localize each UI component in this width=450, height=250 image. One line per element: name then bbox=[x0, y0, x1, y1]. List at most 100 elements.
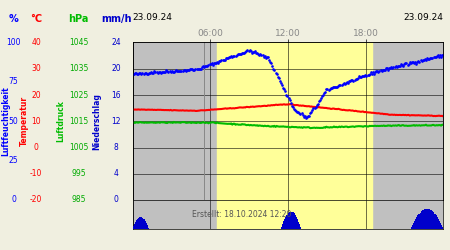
Bar bbox=[437, 219, 439, 229]
Text: 12: 12 bbox=[111, 117, 121, 126]
Bar bbox=[293, 213, 295, 229]
Text: 100: 100 bbox=[6, 38, 21, 47]
Bar bbox=[141, 218, 144, 229]
Bar bbox=[418, 216, 419, 229]
Text: 1025: 1025 bbox=[69, 90, 88, 100]
Text: 20: 20 bbox=[31, 90, 41, 100]
Bar bbox=[418, 214, 420, 229]
Bar bbox=[419, 212, 422, 229]
Text: 50: 50 bbox=[9, 117, 18, 126]
Text: 25: 25 bbox=[9, 156, 18, 165]
Text: Niederschlag: Niederschlag bbox=[92, 93, 101, 150]
Text: 40: 40 bbox=[31, 38, 41, 47]
Bar bbox=[439, 222, 441, 229]
Bar bbox=[422, 210, 423, 229]
Bar bbox=[427, 209, 429, 229]
Bar bbox=[281, 227, 283, 229]
Bar bbox=[140, 217, 141, 229]
Text: 24: 24 bbox=[111, 38, 121, 47]
Bar bbox=[429, 210, 431, 229]
Bar bbox=[425, 209, 427, 229]
Bar bbox=[135, 222, 137, 229]
Bar bbox=[136, 220, 138, 229]
Bar bbox=[147, 228, 149, 229]
Bar bbox=[440, 224, 442, 229]
Bar bbox=[133, 226, 135, 229]
Bar bbox=[415, 219, 417, 229]
Bar bbox=[282, 224, 284, 229]
Text: 995: 995 bbox=[72, 169, 86, 178]
Text: °C: °C bbox=[30, 14, 42, 24]
Text: 30: 30 bbox=[31, 64, 41, 73]
Text: hPa: hPa bbox=[68, 14, 89, 24]
Bar bbox=[414, 221, 416, 229]
Text: 4: 4 bbox=[114, 169, 118, 178]
Text: 1005: 1005 bbox=[69, 143, 89, 152]
Text: 75: 75 bbox=[9, 77, 18, 86]
Bar bbox=[291, 212, 293, 229]
Bar bbox=[413, 223, 415, 229]
Text: -10: -10 bbox=[30, 169, 42, 178]
Text: mm/h: mm/h bbox=[101, 14, 131, 24]
Bar bbox=[435, 215, 436, 229]
Text: 0: 0 bbox=[11, 196, 16, 204]
Bar bbox=[292, 212, 294, 229]
Bar bbox=[284, 219, 286, 229]
Bar bbox=[438, 220, 440, 229]
Text: 8: 8 bbox=[114, 143, 118, 152]
Bar bbox=[411, 227, 413, 229]
Text: 0: 0 bbox=[34, 143, 38, 152]
Text: 1035: 1035 bbox=[69, 64, 89, 73]
Bar bbox=[140, 218, 142, 229]
Text: 0: 0 bbox=[114, 196, 118, 204]
Text: Luftdruck: Luftdruck bbox=[56, 100, 65, 142]
Bar bbox=[297, 222, 299, 229]
Text: Erstellt: 18.10.2024 12:20: Erstellt: 18.10.2024 12:20 bbox=[192, 210, 291, 219]
Text: 20: 20 bbox=[111, 64, 121, 73]
Bar bbox=[295, 216, 297, 229]
Bar bbox=[137, 218, 139, 229]
Text: Temperatur: Temperatur bbox=[20, 96, 29, 146]
Text: 16: 16 bbox=[111, 90, 121, 100]
Bar bbox=[428, 209, 430, 229]
Bar bbox=[134, 224, 136, 229]
Bar bbox=[296, 219, 298, 229]
Bar bbox=[434, 214, 436, 229]
Bar bbox=[146, 226, 148, 229]
Bar bbox=[217, 42, 372, 200]
Bar bbox=[424, 209, 426, 229]
Bar bbox=[423, 210, 425, 229]
Bar bbox=[441, 227, 443, 229]
Bar bbox=[288, 212, 291, 229]
Bar bbox=[432, 211, 433, 229]
Text: Luftfeuchtigkeit: Luftfeuchtigkeit bbox=[1, 86, 10, 156]
Bar bbox=[290, 212, 292, 229]
Bar bbox=[217, 200, 372, 229]
Bar bbox=[299, 227, 302, 229]
Text: 10: 10 bbox=[31, 117, 41, 126]
Bar bbox=[288, 213, 289, 229]
Bar bbox=[416, 217, 418, 229]
Bar bbox=[421, 212, 423, 229]
Bar bbox=[143, 220, 144, 229]
Bar bbox=[412, 225, 414, 229]
Text: 1045: 1045 bbox=[69, 38, 89, 47]
Text: 1015: 1015 bbox=[69, 117, 88, 126]
Bar bbox=[294, 215, 296, 229]
Bar bbox=[436, 217, 438, 229]
Bar bbox=[285, 216, 288, 229]
Bar bbox=[145, 223, 147, 229]
Bar bbox=[298, 224, 300, 229]
Bar bbox=[283, 222, 285, 229]
Text: %: % bbox=[9, 14, 18, 24]
Bar bbox=[144, 221, 146, 229]
Bar bbox=[430, 210, 432, 229]
Bar bbox=[138, 218, 140, 229]
Text: 985: 985 bbox=[72, 196, 86, 204]
Text: -20: -20 bbox=[30, 196, 42, 204]
Bar bbox=[287, 214, 288, 229]
Text: 23.09.24: 23.09.24 bbox=[403, 13, 443, 22]
Bar bbox=[426, 209, 428, 229]
Text: 23.09.24: 23.09.24 bbox=[133, 13, 173, 22]
Bar bbox=[432, 212, 435, 229]
